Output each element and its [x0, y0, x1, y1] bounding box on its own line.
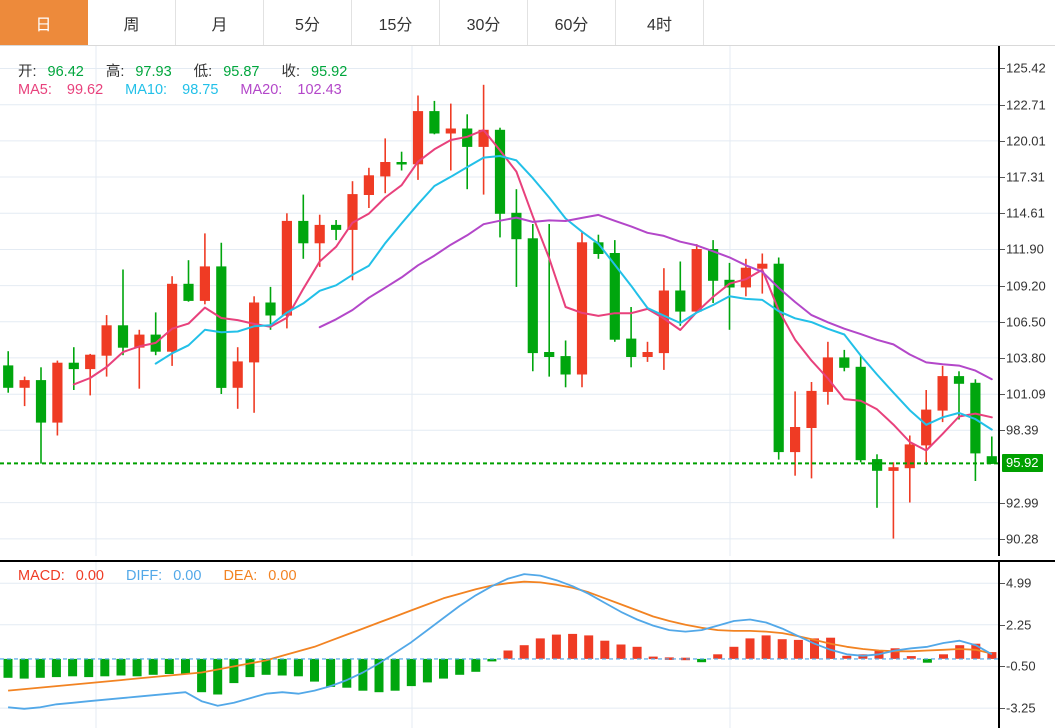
- price-axis-label: 101.09: [1006, 386, 1046, 402]
- tab-month-label: 月: [211, 16, 228, 34]
- price-axis-tick: [1000, 68, 1005, 70]
- tab-4hour-label: 4时: [647, 16, 672, 34]
- macd-axis-label: -0.50: [1006, 658, 1036, 674]
- price-axis-label: 92.99: [1006, 495, 1039, 511]
- price-axis-tick: [1000, 249, 1005, 251]
- price-axis-tick: [1000, 357, 1005, 359]
- price-axis-label: 122.71: [1006, 97, 1046, 113]
- tab-day[interactable]: 日: [0, 0, 88, 45]
- price-axis-label: 125.42: [1006, 60, 1046, 76]
- price-axis-label: 120.01: [1006, 133, 1046, 149]
- price-axis-tick: [1000, 104, 1005, 106]
- price-axis-tick: [1000, 321, 1005, 323]
- tab-bar-filler: [704, 0, 1055, 45]
- macd-chart-panel[interactable]: [0, 560, 1000, 728]
- tab-day-label: 日: [35, 16, 52, 34]
- tab-15min[interactable]: 15分: [352, 0, 440, 45]
- price-axis-label: 114.61: [1006, 205, 1045, 221]
- tab-15min-label: 15分: [378, 16, 413, 34]
- period-tab-bar: 日 周 月 5分 15分 30分 60分 4时: [0, 0, 1055, 46]
- tab-5min-label: 5分: [295, 16, 320, 34]
- tab-month[interactable]: 月: [176, 0, 264, 45]
- price-axis-tick: [1000, 502, 1005, 504]
- macd-axis-tick: [1000, 624, 1005, 626]
- price-axis-tick: [1000, 213, 1005, 215]
- macd-axis-tick: [1000, 708, 1005, 710]
- price-axis-label: 111.90: [1006, 241, 1044, 257]
- price-axis-label: 103.80: [1006, 350, 1046, 366]
- price-axis-tick: [1000, 285, 1005, 287]
- macd-axis-label: 2.25: [1006, 617, 1032, 633]
- macd-axis-tick: [1000, 666, 1005, 668]
- price-axis-label: 106.50: [1006, 314, 1046, 330]
- tab-week[interactable]: 周: [88, 0, 176, 45]
- price-axis-tick: [1000, 177, 1005, 179]
- macd-axis: 4.99 2.25 -0.50 -3.25: [1000, 560, 1055, 728]
- price-chart-panel[interactable]: [0, 46, 1000, 556]
- tab-60min[interactable]: 60分: [528, 0, 616, 45]
- price-axis-tick: [1000, 538, 1005, 540]
- macd-indicator-chart: [0, 562, 998, 728]
- macd-axis-label: -3.25: [1006, 700, 1036, 716]
- tab-week-label: 周: [123, 16, 140, 34]
- price-axis: 125.42 122.71 120.01 117.31 114.61 111.90 109.…: [1000, 46, 1055, 556]
- tab-30min[interactable]: 30分: [440, 0, 528, 45]
- candlestick-chart: [0, 46, 998, 556]
- price-axis-label: 117.31: [1006, 169, 1045, 185]
- tab-60min-label: 60分: [554, 16, 589, 34]
- macd-axis-label: 4.99: [1006, 575, 1032, 591]
- price-axis-label: 98.39: [1006, 422, 1039, 438]
- price-axis-label: 109.20: [1006, 278, 1046, 294]
- price-axis-tick: [1000, 140, 1005, 142]
- price-axis-tick: [1000, 394, 1005, 396]
- price-axis-label: 90.28: [1006, 531, 1039, 547]
- macd-axis-tick: [1000, 583, 1005, 585]
- tab-5min[interactable]: 5分: [264, 0, 352, 45]
- current-price-badge: 95.92: [1002, 454, 1043, 473]
- tab-30min-label: 30分: [466, 16, 501, 34]
- tab-4hour[interactable]: 4时: [616, 0, 704, 45]
- price-axis-tick: [1000, 430, 1005, 432]
